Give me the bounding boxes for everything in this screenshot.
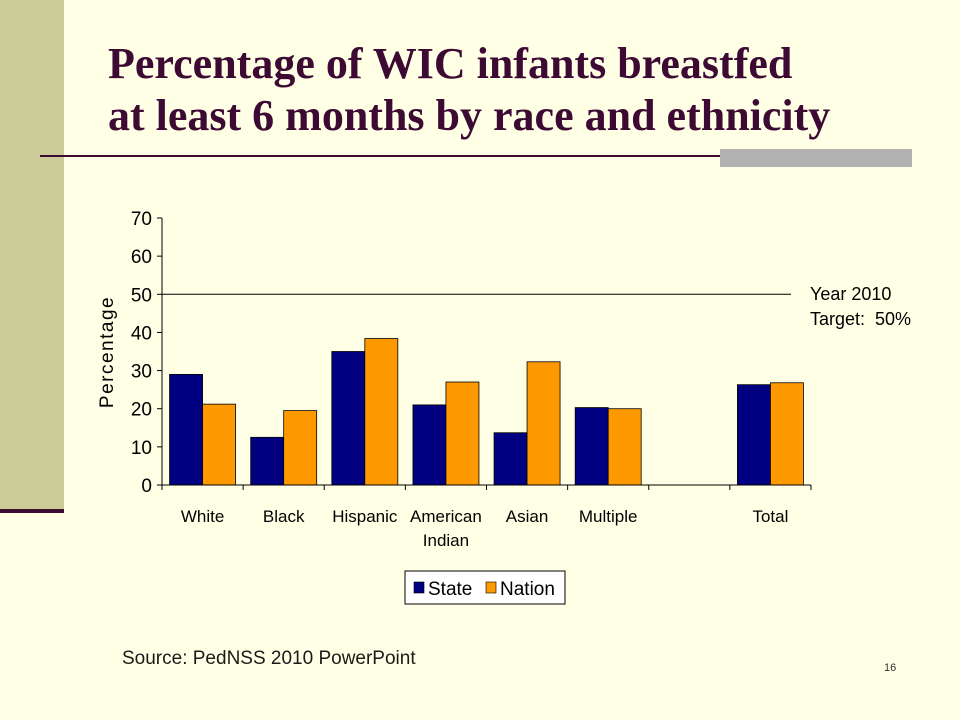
y-ticks-layer: 0 10 20 30 40 50 60 70: [131, 209, 162, 497]
target-annotation-line-2: Target: 50%: [810, 309, 912, 329]
sidebar-accent-line: [0, 509, 64, 513]
bar-nation: [283, 410, 318, 486]
y-tick-label: 30: [131, 362, 152, 383]
x-category-label: White: [181, 507, 224, 526]
y-tick-label: 60: [131, 247, 152, 268]
source-note: Source: PedNSS 2010 PowerPoint: [122, 648, 416, 669]
bar-nation: [445, 381, 480, 486]
y-tick-label: 50: [131, 285, 152, 306]
y-axis-title: Percentage: [97, 296, 118, 408]
x-category-label: Multiple: [579, 507, 638, 526]
bar-state: [412, 404, 447, 486]
x-category-label: Black: [263, 507, 305, 526]
bar-nation: [202, 403, 236, 486]
bar-state: [169, 373, 203, 486]
legend-box: [404, 570, 566, 605]
title-underline: [40, 155, 912, 157]
bar-state: [737, 384, 771, 486]
target-annotation-line-1: Year 2010: [810, 284, 892, 304]
legend-swatch-nation: [485, 581, 497, 594]
bar-nation: [607, 408, 642, 486]
sidebar-bar: [0, 0, 64, 510]
y-tick-label: 70: [131, 209, 152, 230]
x-category-label: Asian: [506, 507, 549, 526]
slide-title-line-1: Percentage of WIC infants breastfed: [108, 39, 793, 88]
bar-nation: [364, 338, 399, 486]
y-tick-label: 0: [141, 476, 152, 497]
bar-state: [250, 436, 285, 486]
bar-state: [331, 351, 366, 486]
legend-label-state: State: [428, 579, 472, 600]
x-category-label: Hispanic: [332, 507, 398, 526]
x-category-label: Total: [752, 507, 788, 526]
bar-state: [493, 432, 528, 486]
bar-nation: [526, 361, 561, 486]
target-annotation: Year 2010 Target: 50%: [810, 282, 911, 332]
y-tick-label: 20: [131, 400, 152, 421]
x-ticks-layer: White Black Hispanic American Indian Asian Mul…: [161, 485, 812, 550]
y-tick-label: 40: [131, 323, 152, 344]
bar-state: [574, 407, 609, 486]
legend-label-nation: Nation: [500, 579, 555, 600]
legend-swatch-state: [413, 581, 425, 594]
slide-title: Percentage of WIC infants breastfed at l…: [108, 38, 938, 142]
slide-title-line-2: at least 6 months by race and ethnicity: [108, 91, 831, 140]
page-number: 16: [884, 662, 897, 674]
bars-layer: [169, 338, 804, 486]
chart-legend: State Nation: [404, 570, 566, 605]
y-tick-label: 10: [131, 438, 152, 459]
bar-nation: [770, 382, 804, 486]
x-category-label: Indian: [423, 531, 469, 550]
title-underline-accent: [720, 149, 912, 167]
x-category-label: American: [410, 507, 482, 526]
